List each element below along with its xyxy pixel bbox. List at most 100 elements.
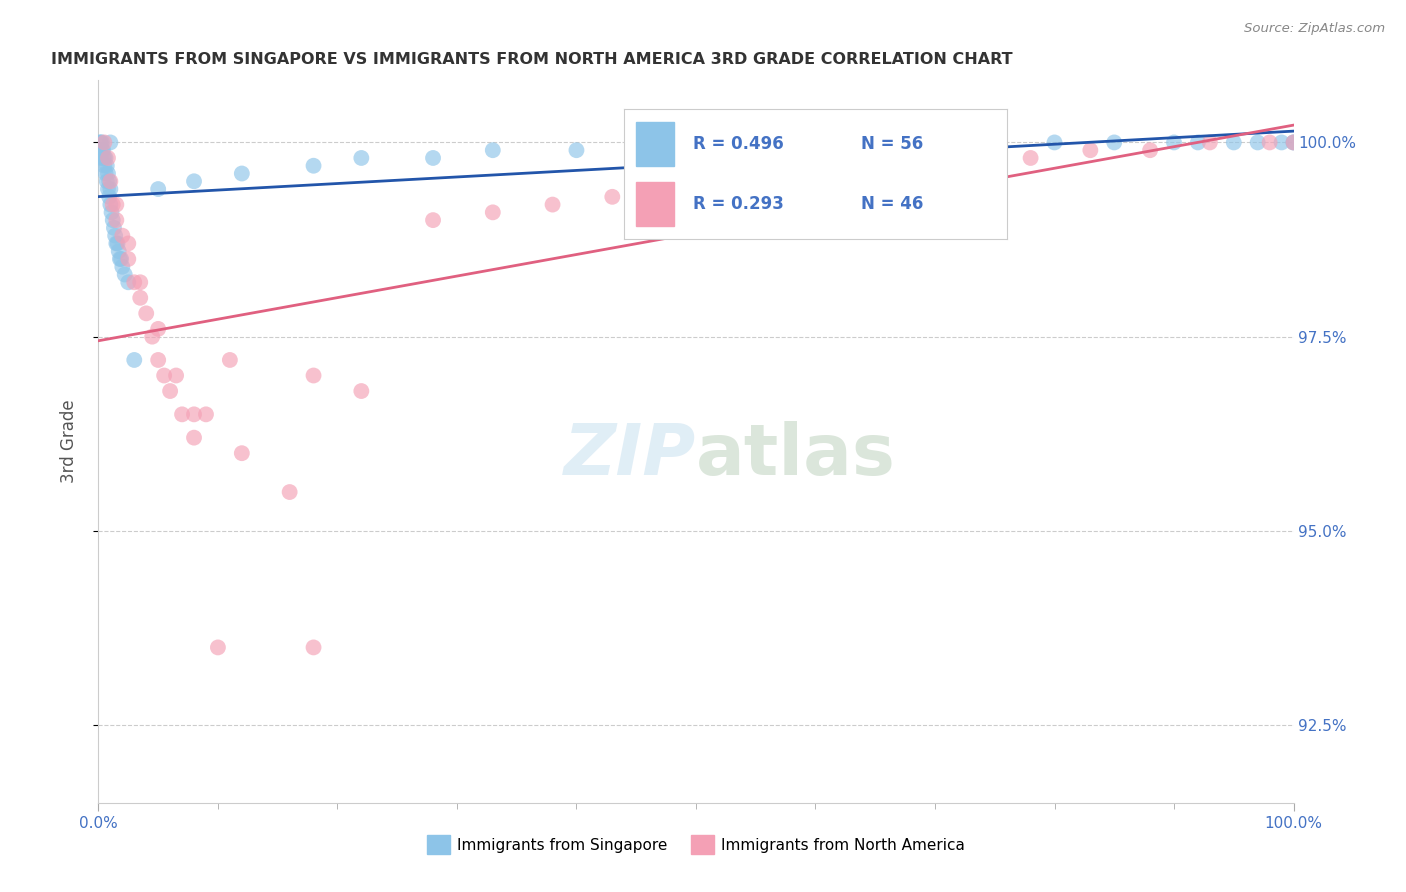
Point [105,236,128,251]
Point [183,431,205,445]
Point [91,151,114,165]
Point [1187,136,1209,150]
Point [135,306,157,320]
Point [1282,136,1305,150]
Point [107,236,129,251]
Point [97,182,120,196]
Point [93,159,115,173]
Point [183,174,205,188]
Point [482,205,505,219]
Point [98,174,121,188]
Point [100,205,122,219]
Point [97,151,120,165]
Point [1080,143,1102,157]
Point [302,368,325,383]
Point [108,252,131,266]
Point [105,213,128,227]
Point [117,236,139,251]
Point [148,182,170,196]
Point [98,174,122,188]
Point [93,151,115,165]
Point [101,213,124,227]
Point [114,268,136,282]
Point [124,275,146,289]
Point [89,136,111,150]
Point [96,174,118,188]
Point [1199,136,1222,150]
Point [1043,136,1066,150]
Point [302,159,325,173]
Point [231,446,253,460]
Point [422,151,444,165]
Point [107,244,129,259]
Point [104,228,127,243]
Point [94,151,117,165]
Point [278,485,301,500]
Point [661,136,683,150]
Point [90,151,112,165]
Point [302,640,325,655]
Point [1282,136,1305,150]
Point [1139,143,1161,157]
Point [91,136,114,150]
Point [350,384,373,398]
Point [745,136,768,150]
Point [183,408,205,422]
Point [153,368,176,383]
Text: Source: ZipAtlas.com: Source: ZipAtlas.com [1244,22,1385,36]
Point [94,167,117,181]
Point [148,322,170,336]
Legend: Immigrants from Singapore, Immigrants from North America: Immigrants from Singapore, Immigrants fr… [420,830,972,860]
Point [828,136,851,150]
Point [1271,136,1294,150]
Point [98,182,122,196]
Point [1104,136,1126,150]
Point [117,252,139,266]
Point [91,143,114,157]
Point [103,220,125,235]
Point [117,275,139,289]
Point [841,159,863,173]
Point [90,136,112,150]
Point [159,384,181,398]
Point [111,228,134,243]
Point [195,408,218,422]
Point [98,197,122,211]
Point [1282,136,1305,150]
Point [110,252,132,266]
Point [98,136,122,150]
Y-axis label: 3rd Grade: 3rd Grade [59,400,77,483]
Point [721,174,744,188]
Point [1258,136,1281,150]
Point [101,197,124,211]
Point [105,197,128,211]
Text: IMMIGRANTS FROM SINGAPORE VS IMMIGRANTS FROM NORTH AMERICA 3RD GRADE CORRELATION: IMMIGRANTS FROM SINGAPORE VS IMMIGRANTS … [51,52,1012,67]
Point [165,368,187,383]
Point [541,197,564,211]
Point [1223,136,1246,150]
Point [93,136,115,150]
Point [129,291,152,305]
Point [984,136,1007,150]
Point [91,143,114,157]
Point [96,159,118,173]
Point [661,182,683,196]
Text: atlas: atlas [696,422,896,491]
Point [1163,136,1185,150]
Point [207,640,229,655]
Point [89,143,111,157]
Point [482,143,505,157]
Point [1019,151,1042,165]
Point [960,151,983,165]
Point [350,151,373,165]
Point [98,190,121,204]
Text: ZIP: ZIP [564,422,696,491]
Point [124,353,146,368]
Point [111,260,134,274]
Point [172,408,194,422]
Point [219,353,242,368]
Point [602,190,624,204]
Point [900,159,922,173]
Point [565,143,588,157]
Point [129,275,152,289]
